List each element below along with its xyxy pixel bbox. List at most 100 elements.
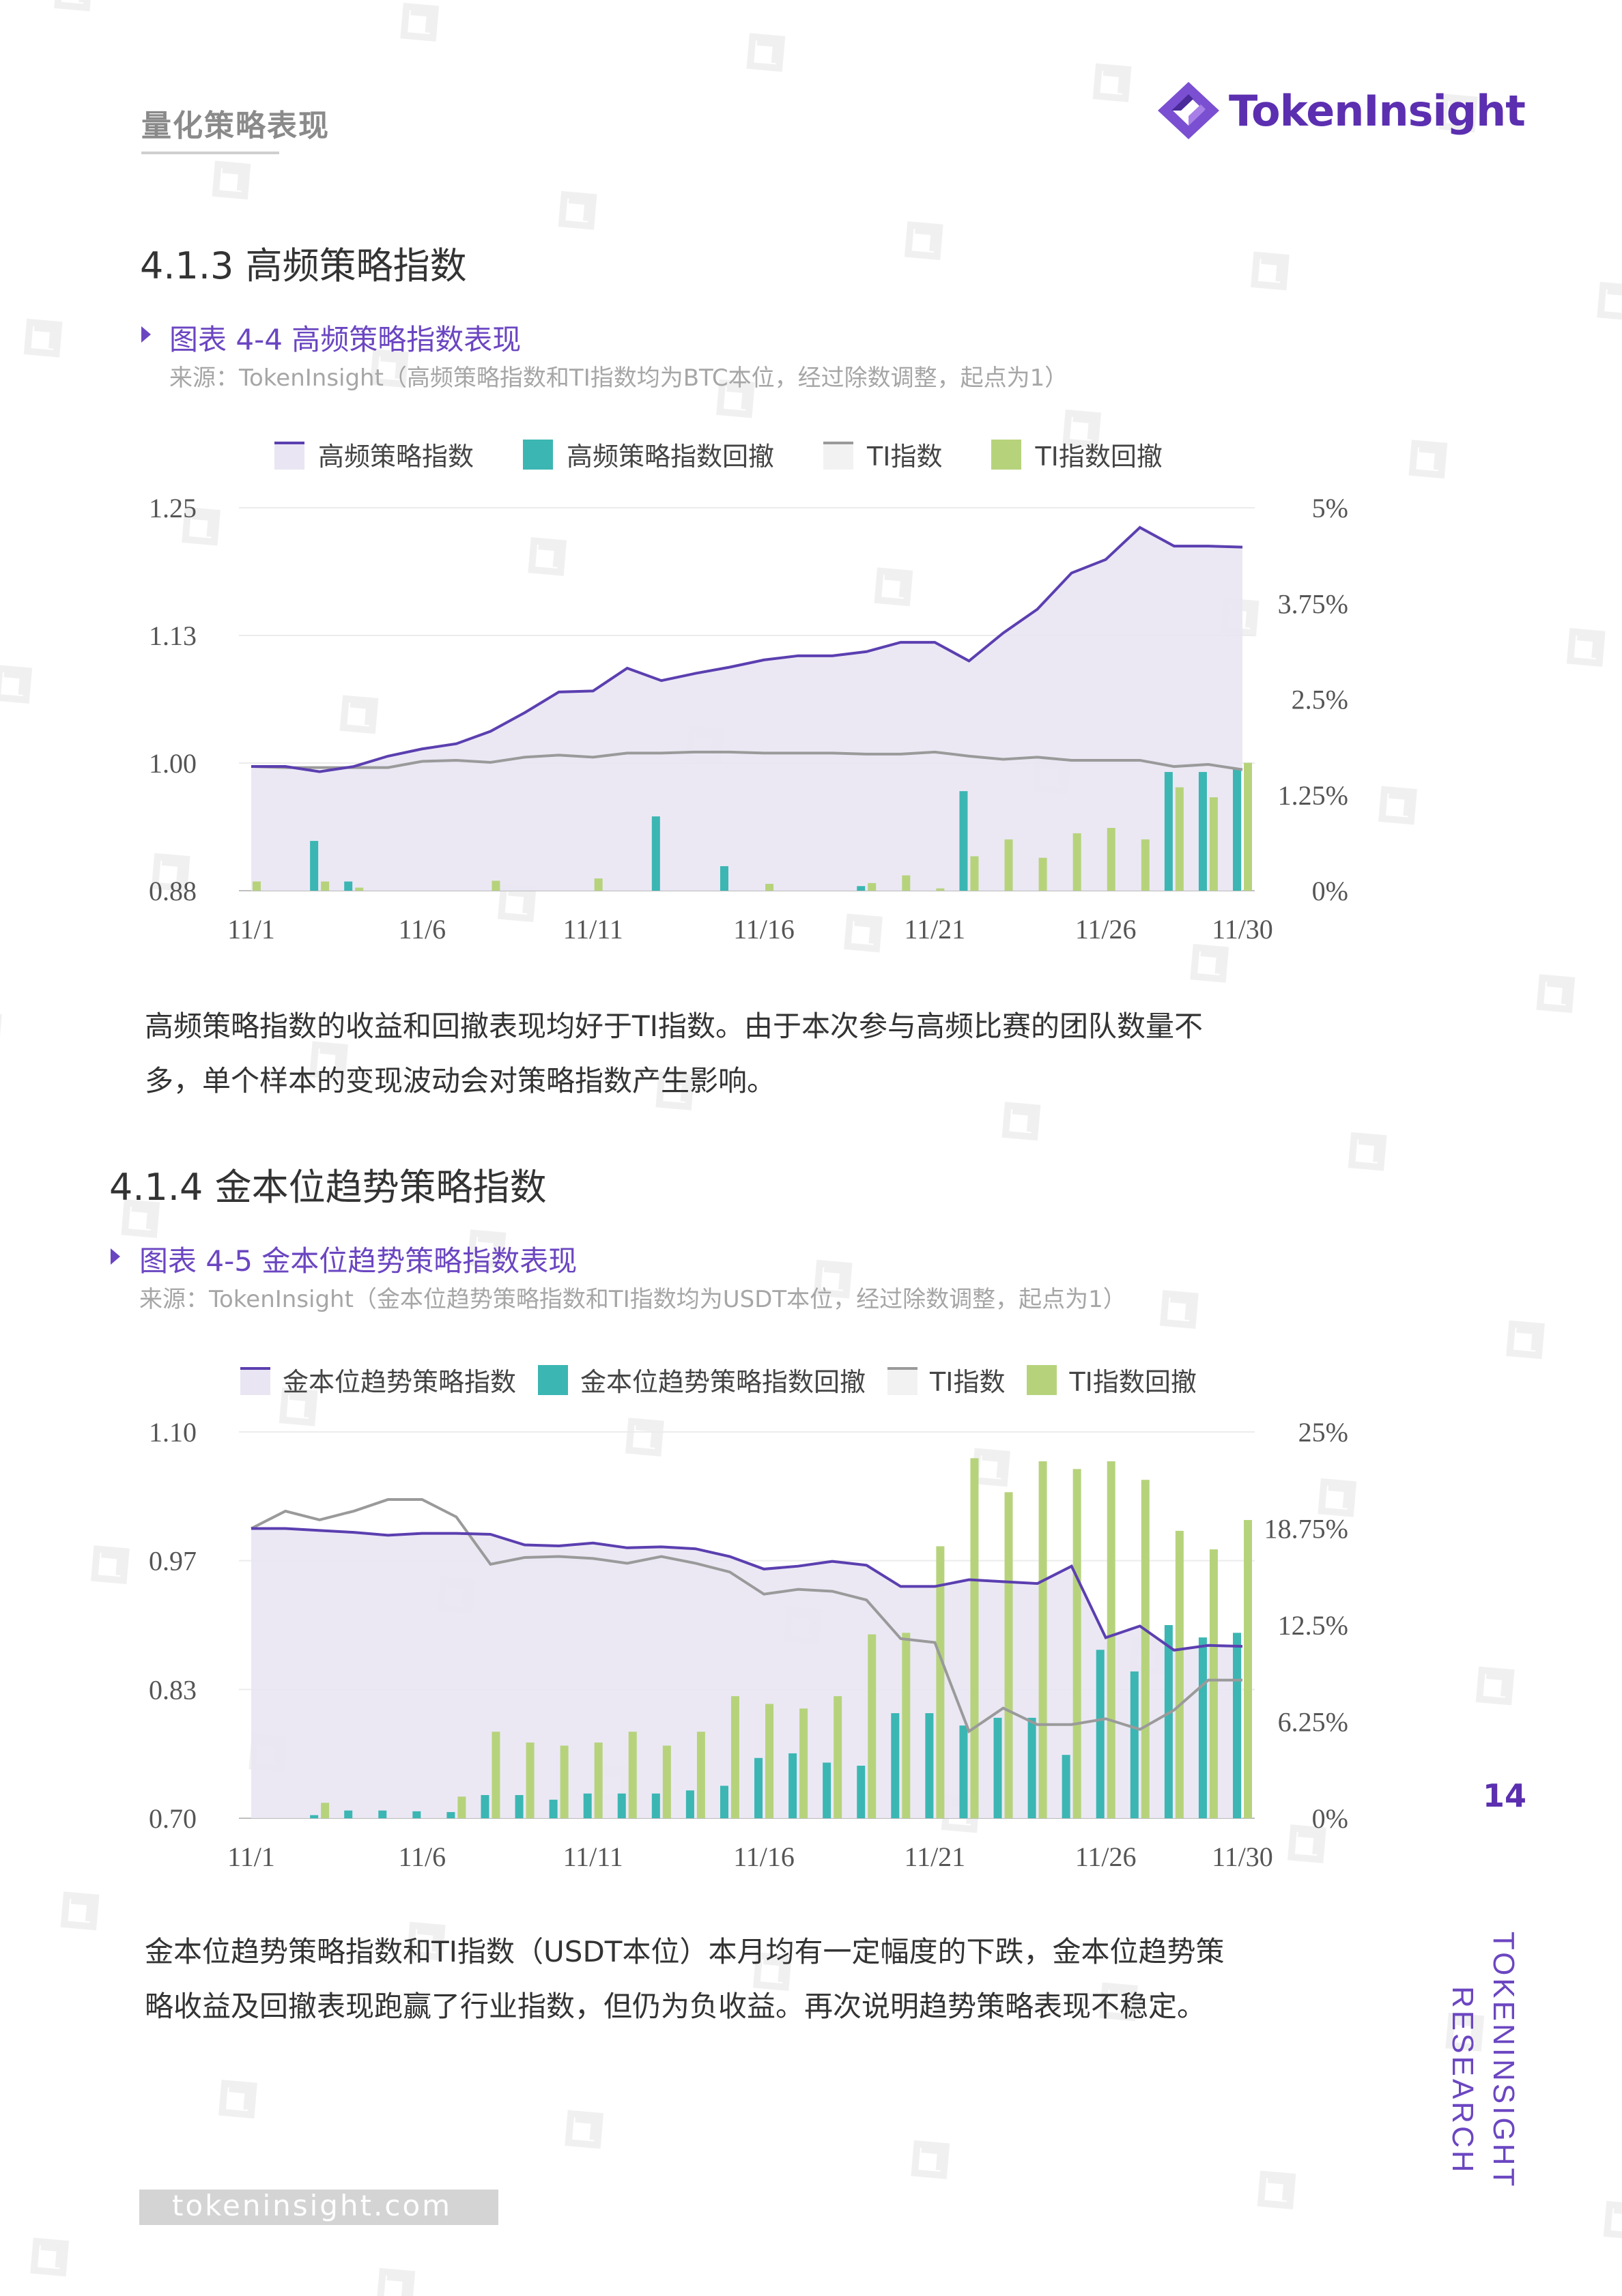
y-tick-left: 0.97 — [149, 1546, 197, 1577]
strategy-drawdown-bar — [857, 886, 866, 891]
vertical-brand-line: TOKENINSIGHT — [1487, 1932, 1520, 2189]
footer-bar — [139, 2190, 498, 2225]
ti-drawdown-bar — [696, 1732, 705, 1818]
legend-label: TI指数回撤 — [1069, 1367, 1197, 1397]
section-heading-413: 4.1.3 高频策略指数 — [140, 244, 467, 287]
strategy-drawdown-bar — [1096, 1650, 1105, 1818]
y-tick-left: 0.70 — [149, 1803, 197, 1834]
strategy-drawdown-bar — [925, 1713, 934, 1818]
legend-label: TI指数 — [930, 1367, 1006, 1397]
ti-drawdown-bar — [457, 1796, 466, 1818]
ti-drawdown-bar — [526, 1742, 535, 1818]
strategy-drawdown-bar — [993, 1717, 1002, 1818]
legend-item: 金本位趋势策略指数回撤 — [537, 1361, 866, 1398]
y-tick-right: 0% — [1312, 876, 1348, 906]
x-tick: 11/26 — [1075, 914, 1137, 945]
ti-drawdown-bar — [1141, 839, 1150, 891]
strategy-drawdown-bar — [1233, 1633, 1241, 1818]
y-tick-left: 1.00 — [149, 748, 197, 779]
strategy-drawdown-bar — [344, 881, 353, 891]
ti-drawdown-bar — [560, 1745, 569, 1818]
ti-drawdown-bar — [1175, 1530, 1184, 1818]
strategy-drawdown-bar — [446, 1811, 455, 1818]
x-tick: 11/1 — [227, 1841, 275, 1872]
y-tick-right: 3.75% — [1278, 588, 1348, 619]
x-tick: 11/16 — [733, 914, 795, 945]
ti-drawdown-bar — [1209, 1549, 1218, 1818]
ti-drawdown-bar — [1244, 762, 1252, 891]
vertical-brand-line: RESEARCH — [1446, 1986, 1479, 2175]
x-tick: 11/6 — [399, 914, 446, 945]
ti-drawdown-bar — [970, 856, 979, 891]
strategy-drawdown-bar — [959, 1725, 968, 1818]
ti-drawdown-bar — [1107, 827, 1115, 891]
paragraph-line: 略收益及回撤表现跑赢了行业指数，但仍为负收益。再次说明趋势策略表现不稳定。 — [145, 1990, 1206, 2023]
y-tick-right: 5% — [1312, 493, 1348, 523]
x-tick: 11/21 — [905, 1841, 966, 1872]
ti-drawdown-bar — [868, 1634, 877, 1818]
ti-drawdown-bar — [936, 1546, 945, 1818]
strategy-index-line — [251, 1527, 1243, 1652]
strategy-drawdown-bar — [412, 1811, 421, 1818]
strategy-drawdown-bar — [720, 866, 728, 891]
strategy-drawdown-bar — [891, 1713, 900, 1818]
legend-item: TI指数回撤 — [1025, 1361, 1197, 1398]
ti-drawdown-bar — [1107, 1461, 1115, 1818]
legend-label: TI指数 — [867, 442, 943, 472]
strategy-drawdown-bar — [515, 1795, 524, 1818]
strategy-drawdown-bar — [754, 1757, 763, 1818]
section-underline — [141, 152, 279, 154]
section-heading-414: 4.1.4 金本位趋势策略指数 — [109, 1166, 547, 1209]
page-number: 14 — [1483, 1777, 1527, 1814]
ti-index-line — [251, 1498, 1242, 1734]
y-tick-left: 1.13 — [149, 620, 197, 651]
legend-label: 金本位趋势策略指数回撤 — [580, 1367, 866, 1397]
ti-drawdown-bar — [628, 1732, 637, 1818]
legend-item: TI指数 — [822, 435, 942, 473]
y-tick-right: 0% — [1312, 1803, 1348, 1834]
figure-source-4-5: 来源：TokenInsight（金本位趋势策略指数和TI指数均为USDT本位，经… — [139, 1286, 1126, 1313]
ti-drawdown-bar — [1004, 1492, 1013, 1818]
footer-url[interactable]: tokeninsight.com — [172, 2189, 453, 2222]
chart-high-frequency-index: 1.251.131.000.885%3.75%2.5%1.25%0%11/1 11… — [149, 493, 1348, 945]
y-tick-left: 1.25 — [149, 493, 197, 523]
strategy-drawdown-bar — [1130, 1671, 1139, 1818]
strategy-drawdown-bar — [1164, 772, 1173, 891]
x-tick: 11/26 — [1075, 1841, 1137, 1872]
ti-drawdown-bar — [355, 887, 364, 891]
ti-drawdown-bar — [936, 888, 945, 891]
chart-gold-standard-trend-index: 1.10 0.97 0.83 0.70 25% 18.75% 12.5% 6.25% 0% 11/… — [149, 1417, 1348, 1872]
strategy-drawdown-bar — [1198, 1637, 1207, 1818]
ti-drawdown-bar — [492, 1732, 500, 1818]
strategy-drawdown-bar — [685, 1790, 694, 1818]
x-tick: 11/11 — [563, 914, 623, 945]
ti-drawdown-bar — [1141, 1480, 1150, 1818]
strategy-drawdown-bar — [720, 1785, 728, 1818]
strategy-drawdown-bar — [378, 1810, 387, 1818]
ti-drawdown-bar — [594, 1742, 603, 1818]
ti-index-line — [251, 750, 1243, 771]
legend-label: TI指数回撤 — [1035, 442, 1163, 472]
y-tick-right: 1.25% — [1278, 780, 1348, 811]
legend-label: 金本位趋势策略指数 — [283, 1367, 517, 1397]
ti-drawdown-bar — [1004, 839, 1013, 891]
y-tick-right: 25% — [1298, 1417, 1348, 1448]
y-tick-right: 18.75% — [1264, 1514, 1348, 1545]
tokeninsight-logo-icon — [1158, 82, 1219, 139]
paragraph-line: 高频策略指数的收益和回撤表现均好于TI指数。由于本次参与高频比赛的团队数量不 — [145, 1009, 1204, 1043]
y-tick-right: 6.25% — [1278, 1707, 1348, 1738]
x-tick: 11/21 — [905, 914, 966, 945]
ti-drawdown-bar — [594, 878, 603, 891]
x-tick: 11/6 — [399, 1841, 446, 1872]
strategy-drawdown-bar — [788, 1753, 797, 1818]
x-tick: 11/16 — [733, 1841, 795, 1872]
ti-drawdown-bar — [902, 1633, 911, 1818]
strategy-drawdown-bar — [583, 1793, 592, 1818]
x-tick: 11/11 — [563, 1841, 623, 1872]
legend-item: 高频策略指数 — [273, 435, 474, 473]
figure-marker-icon — [111, 1248, 120, 1265]
figure-title-4-4: 图表 4-4 高频策略指数表现 — [169, 323, 522, 356]
strategy-drawdown-bar — [481, 1795, 489, 1818]
strategy-drawdown-bar — [959, 791, 968, 891]
ti-drawdown-bar — [1038, 1461, 1047, 1818]
